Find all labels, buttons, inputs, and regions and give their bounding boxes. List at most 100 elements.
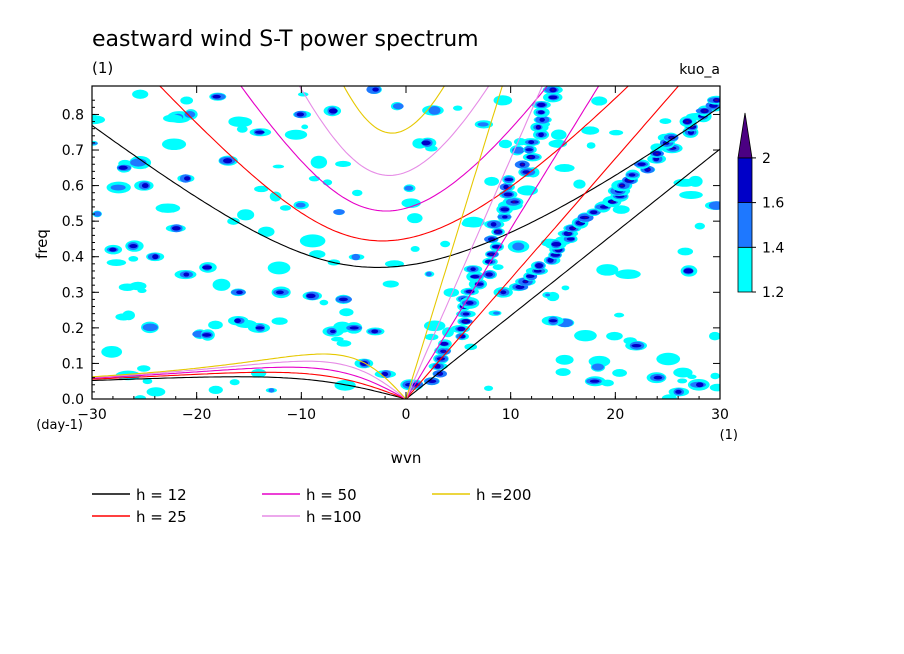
dispersion-curve	[92, 360, 407, 399]
colorbar-bin	[737, 157, 753, 203]
contour-patch	[566, 237, 575, 241]
contour-patch	[708, 201, 720, 210]
contour-patch	[703, 110, 707, 112]
contour-patch	[171, 226, 181, 231]
dispersion-curve	[159, 86, 630, 242]
contour-patch	[424, 333, 439, 341]
dispersion-curves	[92, 86, 720, 399]
contour-patch	[443, 350, 446, 352]
y-tick-label: 0.5	[62, 214, 84, 230]
contour-patch	[236, 125, 248, 133]
contour-patch	[92, 115, 106, 125]
corner-label: kuo_a	[679, 62, 720, 78]
contour-patch	[267, 261, 291, 275]
contour-patch	[184, 110, 196, 118]
contour-patch	[675, 389, 682, 394]
contour-patch	[563, 231, 573, 237]
contour-patch	[351, 253, 361, 261]
y-axis-label: freq	[33, 229, 51, 259]
x-axis-label: wvn	[391, 449, 422, 467]
legend-label: h = 12	[136, 486, 187, 504]
contour-patch	[180, 96, 194, 105]
y-tick-label: 0.8	[62, 107, 84, 123]
contour-patch	[673, 178, 696, 187]
contour-patch	[208, 320, 223, 330]
contour-patch	[457, 326, 466, 332]
legend-label: h =200	[476, 486, 531, 504]
dispersion-curve	[240, 86, 549, 212]
contour-patch	[677, 378, 688, 384]
contour-patch	[284, 129, 308, 140]
y-unit-label: (day-1)	[36, 418, 83, 433]
contour-patch	[659, 118, 672, 125]
y-tick-label: 0.4	[62, 250, 84, 266]
contour-patch	[110, 184, 126, 191]
contour-patch	[578, 222, 582, 224]
contour-patch	[392, 103, 404, 110]
contour-patch	[537, 126, 540, 129]
contour-patch	[620, 184, 624, 187]
contour-patch	[669, 136, 673, 139]
x-tick-label: 0	[402, 407, 411, 423]
y-tick-label: 0.2	[62, 321, 84, 337]
contour-patch	[407, 213, 423, 224]
contour-patch	[227, 217, 240, 225]
contour-patch	[586, 142, 596, 149]
contour-patch	[109, 247, 117, 252]
contour-patch	[129, 281, 147, 291]
contour-patch	[709, 383, 720, 392]
contour-patch	[183, 272, 190, 277]
contour-patch	[152, 254, 159, 260]
dispersion-curve	[92, 366, 407, 399]
contour-patch	[538, 132, 544, 138]
y-tick-label: 0.3	[62, 285, 84, 301]
colorbar-label: 2	[762, 151, 771, 167]
contour-patch	[495, 231, 499, 233]
contour-patch	[714, 99, 719, 102]
contour-patch	[410, 246, 420, 252]
contour-patch	[381, 371, 389, 377]
y-tick-label: 0.0	[62, 392, 84, 408]
contour-patch	[612, 369, 627, 377]
contour-patch	[310, 155, 328, 169]
colorbar-label: 1.2	[762, 285, 784, 301]
plot-frame	[91, 85, 721, 400]
contour-patch	[128, 256, 139, 262]
contour-patch	[328, 108, 338, 114]
contour-patch	[146, 387, 166, 397]
contour-patch	[696, 382, 704, 388]
chart-title: eastward wind S-T power spectrum	[92, 27, 479, 52]
y-tick-label: 0.6	[62, 179, 84, 195]
contour-patch	[428, 106, 441, 115]
contour-patch	[653, 375, 663, 380]
contour-patch	[93, 211, 102, 217]
contour-patch	[257, 226, 275, 237]
dispersion-curve	[343, 86, 446, 134]
contour-patch	[596, 264, 619, 276]
contour-patch	[338, 297, 348, 302]
contour-patch	[202, 265, 212, 270]
x-tick-label: −10	[287, 407, 317, 423]
contour-patch	[295, 202, 306, 208]
contour-patch	[554, 164, 575, 173]
contour-patch	[155, 203, 181, 213]
contour-patch	[331, 336, 344, 342]
contour-patch	[212, 94, 221, 99]
contour-patch	[223, 158, 233, 164]
contour-patch	[591, 96, 608, 106]
chart-subtitle: (1)	[92, 59, 113, 77]
y-tick-label: 0.1	[62, 356, 84, 372]
contour-patch	[502, 215, 508, 219]
dispersion-curve	[298, 86, 490, 176]
contour-patch	[615, 269, 641, 280]
contour-patch	[498, 139, 513, 149]
contour-patch	[401, 198, 421, 208]
contour-patch	[694, 222, 705, 230]
contour-patch	[236, 290, 243, 295]
contour-patch	[606, 331, 623, 341]
contour-patch	[550, 129, 567, 140]
contour-patch	[724, 91, 737, 100]
contour-patch	[726, 93, 735, 97]
contour-patch	[232, 117, 253, 127]
contour-patch	[555, 368, 571, 377]
